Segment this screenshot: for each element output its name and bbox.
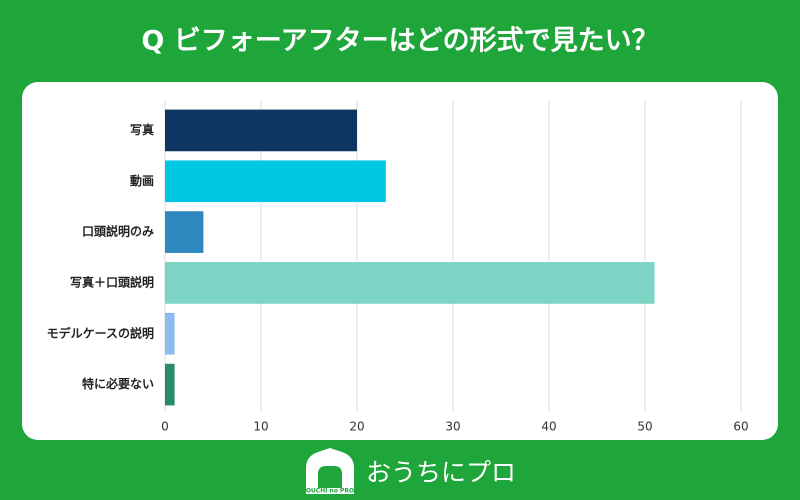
bar <box>165 109 357 152</box>
y-tick-label: 口頭説明のみ <box>82 224 154 239</box>
x-tick-label: 10 <box>253 420 268 434</box>
bar <box>165 211 204 253</box>
y-tick-label: 写真＋口頭説明 <box>70 274 154 289</box>
logo-text: OUCHI no PRO <box>306 488 354 495</box>
logo-door <box>318 466 342 488</box>
y-tick-label: 写真 <box>130 122 154 137</box>
y-tick-label: モデルケースの説明 <box>47 325 154 340</box>
x-tick-label: 30 <box>445 420 460 434</box>
x-tick-label: 50 <box>637 420 652 434</box>
x-tick-label: 20 <box>349 420 364 434</box>
bar <box>165 363 175 406</box>
bar <box>165 160 386 203</box>
bar <box>165 312 175 355</box>
x-tick-label: 40 <box>541 420 556 434</box>
x-tick-label: 60 <box>733 420 748 434</box>
y-tick-label: 動画 <box>130 173 154 188</box>
chart-title: Q ビフォーアフターはどの形式で見たい？ <box>141 26 658 57</box>
logo: OUCHI no PRO おうちにプロ <box>306 448 516 495</box>
brand-name: おうちにプロ <box>366 458 516 487</box>
x-tick-label: 0 <box>161 420 169 434</box>
y-tick-label: 特に必要ない <box>82 376 154 391</box>
bar <box>165 262 655 304</box>
